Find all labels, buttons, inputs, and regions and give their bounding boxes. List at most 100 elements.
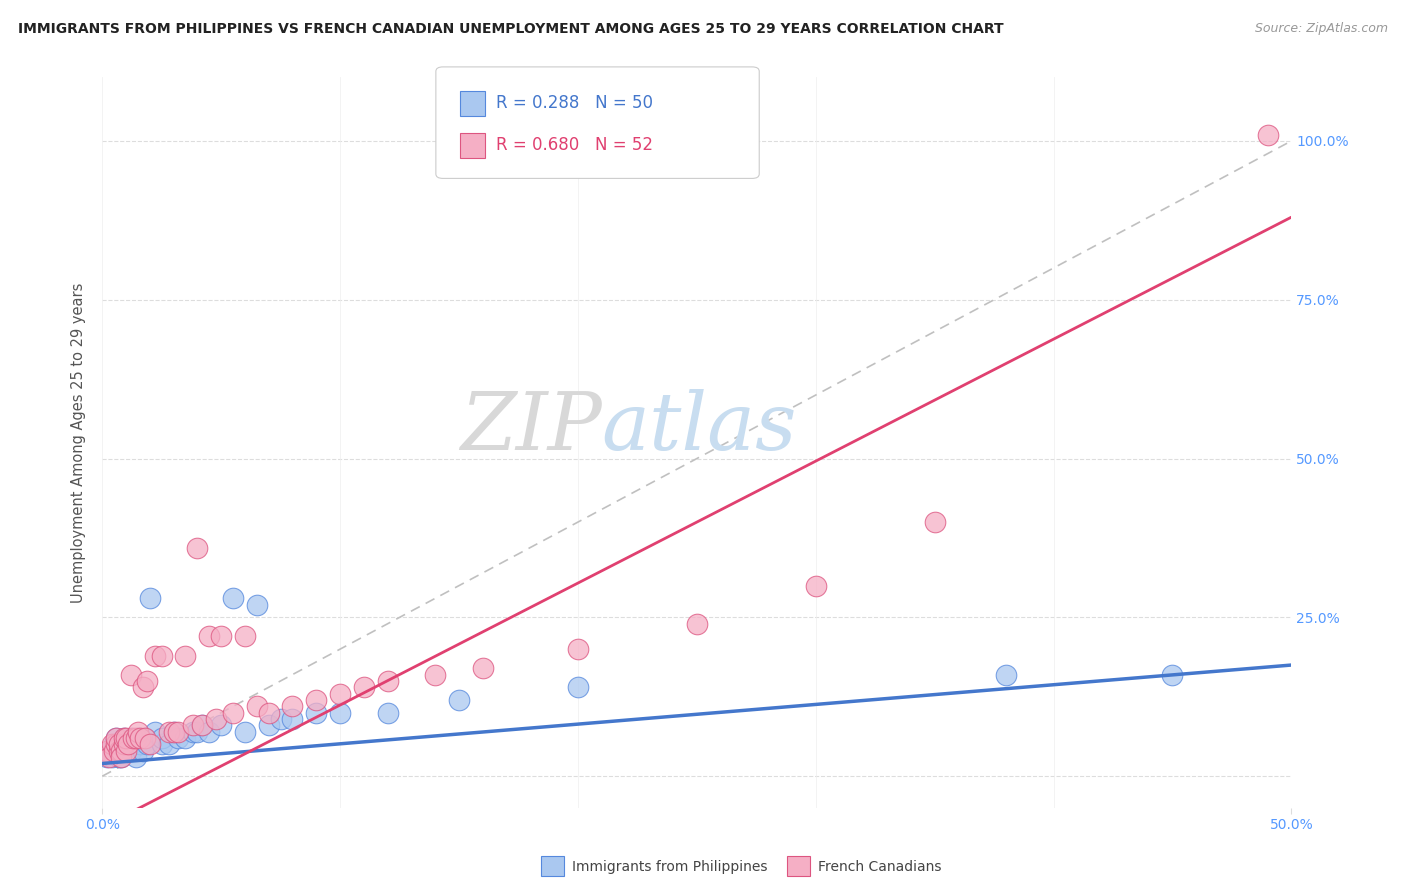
- Point: [150, 731, 173, 745]
- Point: [198, 724, 221, 739]
- Point: [105, 744, 128, 758]
- Point: [281, 699, 304, 714]
- Point: [447, 693, 470, 707]
- Point: [110, 750, 132, 764]
- Point: [127, 731, 149, 745]
- Point: [108, 738, 131, 752]
- Point: [120, 744, 142, 758]
- Point: [186, 541, 208, 555]
- Point: [222, 591, 245, 606]
- Point: [124, 750, 146, 764]
- Point: [98, 744, 121, 758]
- Point: [205, 712, 228, 726]
- Point: [110, 750, 132, 764]
- Point: [115, 744, 138, 758]
- Point: [471, 661, 494, 675]
- Point: [167, 724, 190, 739]
- Point: [246, 699, 269, 714]
- Point: [150, 648, 173, 663]
- Point: [124, 731, 146, 745]
- Text: R = 0.680   N = 52: R = 0.680 N = 52: [496, 136, 654, 153]
- Point: [174, 648, 197, 663]
- Text: French Canadians: French Canadians: [818, 860, 942, 874]
- Point: [108, 744, 131, 758]
- Point: [804, 579, 827, 593]
- Point: [117, 738, 139, 752]
- Point: [127, 724, 149, 739]
- Point: [105, 738, 128, 752]
- Point: [191, 718, 214, 732]
- Point: [329, 706, 352, 720]
- Point: [103, 738, 125, 752]
- Point: [136, 738, 159, 752]
- Point: [162, 724, 184, 739]
- Point: [181, 718, 204, 732]
- Point: [157, 724, 180, 739]
- Point: [129, 738, 152, 752]
- Point: [112, 738, 135, 752]
- Point: [270, 712, 292, 726]
- Point: [143, 724, 166, 739]
- Point: [198, 630, 221, 644]
- Point: [246, 598, 269, 612]
- Point: [209, 630, 232, 644]
- Point: [257, 706, 280, 720]
- Point: [1257, 128, 1279, 142]
- Point: [209, 718, 232, 732]
- Text: R = 0.288   N = 50: R = 0.288 N = 50: [496, 94, 654, 112]
- Point: [115, 744, 138, 758]
- Point: [120, 731, 142, 745]
- Point: [305, 693, 328, 707]
- Point: [110, 744, 132, 758]
- Y-axis label: Unemployment Among Ages 25 to 29 years: Unemployment Among Ages 25 to 29 years: [72, 283, 86, 603]
- Point: [329, 687, 352, 701]
- Point: [377, 673, 399, 688]
- Point: [96, 744, 118, 758]
- Text: atlas: atlas: [602, 389, 797, 467]
- Point: [117, 738, 139, 752]
- Point: [167, 731, 190, 745]
- Point: [112, 731, 135, 745]
- Point: [1161, 667, 1184, 681]
- Point: [157, 738, 180, 752]
- Point: [131, 744, 153, 758]
- Point: [924, 515, 946, 529]
- Point: [150, 738, 173, 752]
- Point: [186, 724, 208, 739]
- Point: [115, 731, 138, 745]
- Point: [131, 680, 153, 694]
- Point: [377, 706, 399, 720]
- Point: [105, 731, 128, 745]
- Point: [120, 667, 142, 681]
- Point: [162, 724, 184, 739]
- Point: [134, 731, 156, 745]
- Point: [122, 731, 145, 745]
- Point: [103, 744, 125, 758]
- Text: Immigrants from Philippines: Immigrants from Philippines: [572, 860, 768, 874]
- Point: [191, 718, 214, 732]
- Point: [686, 616, 709, 631]
- Point: [994, 667, 1017, 681]
- Point: [122, 738, 145, 752]
- Point: [139, 738, 162, 752]
- Text: Source: ZipAtlas.com: Source: ZipAtlas.com: [1254, 22, 1388, 36]
- Point: [181, 724, 204, 739]
- Point: [105, 731, 128, 745]
- Point: [136, 673, 159, 688]
- Point: [139, 591, 162, 606]
- Text: IMMIGRANTS FROM PHILIPPINES VS FRENCH CANADIAN UNEMPLOYMENT AMONG AGES 25 TO 29 : IMMIGRANTS FROM PHILIPPINES VS FRENCH CA…: [18, 22, 1004, 37]
- Point: [112, 731, 135, 745]
- Point: [134, 731, 156, 745]
- Point: [425, 667, 447, 681]
- Point: [129, 731, 152, 745]
- Point: [233, 630, 256, 644]
- Point: [143, 648, 166, 663]
- Point: [96, 750, 118, 764]
- Point: [353, 680, 375, 694]
- Point: [112, 744, 135, 758]
- Point: [257, 718, 280, 732]
- Point: [110, 738, 132, 752]
- Point: [108, 750, 131, 764]
- Point: [98, 750, 121, 764]
- Point: [305, 706, 328, 720]
